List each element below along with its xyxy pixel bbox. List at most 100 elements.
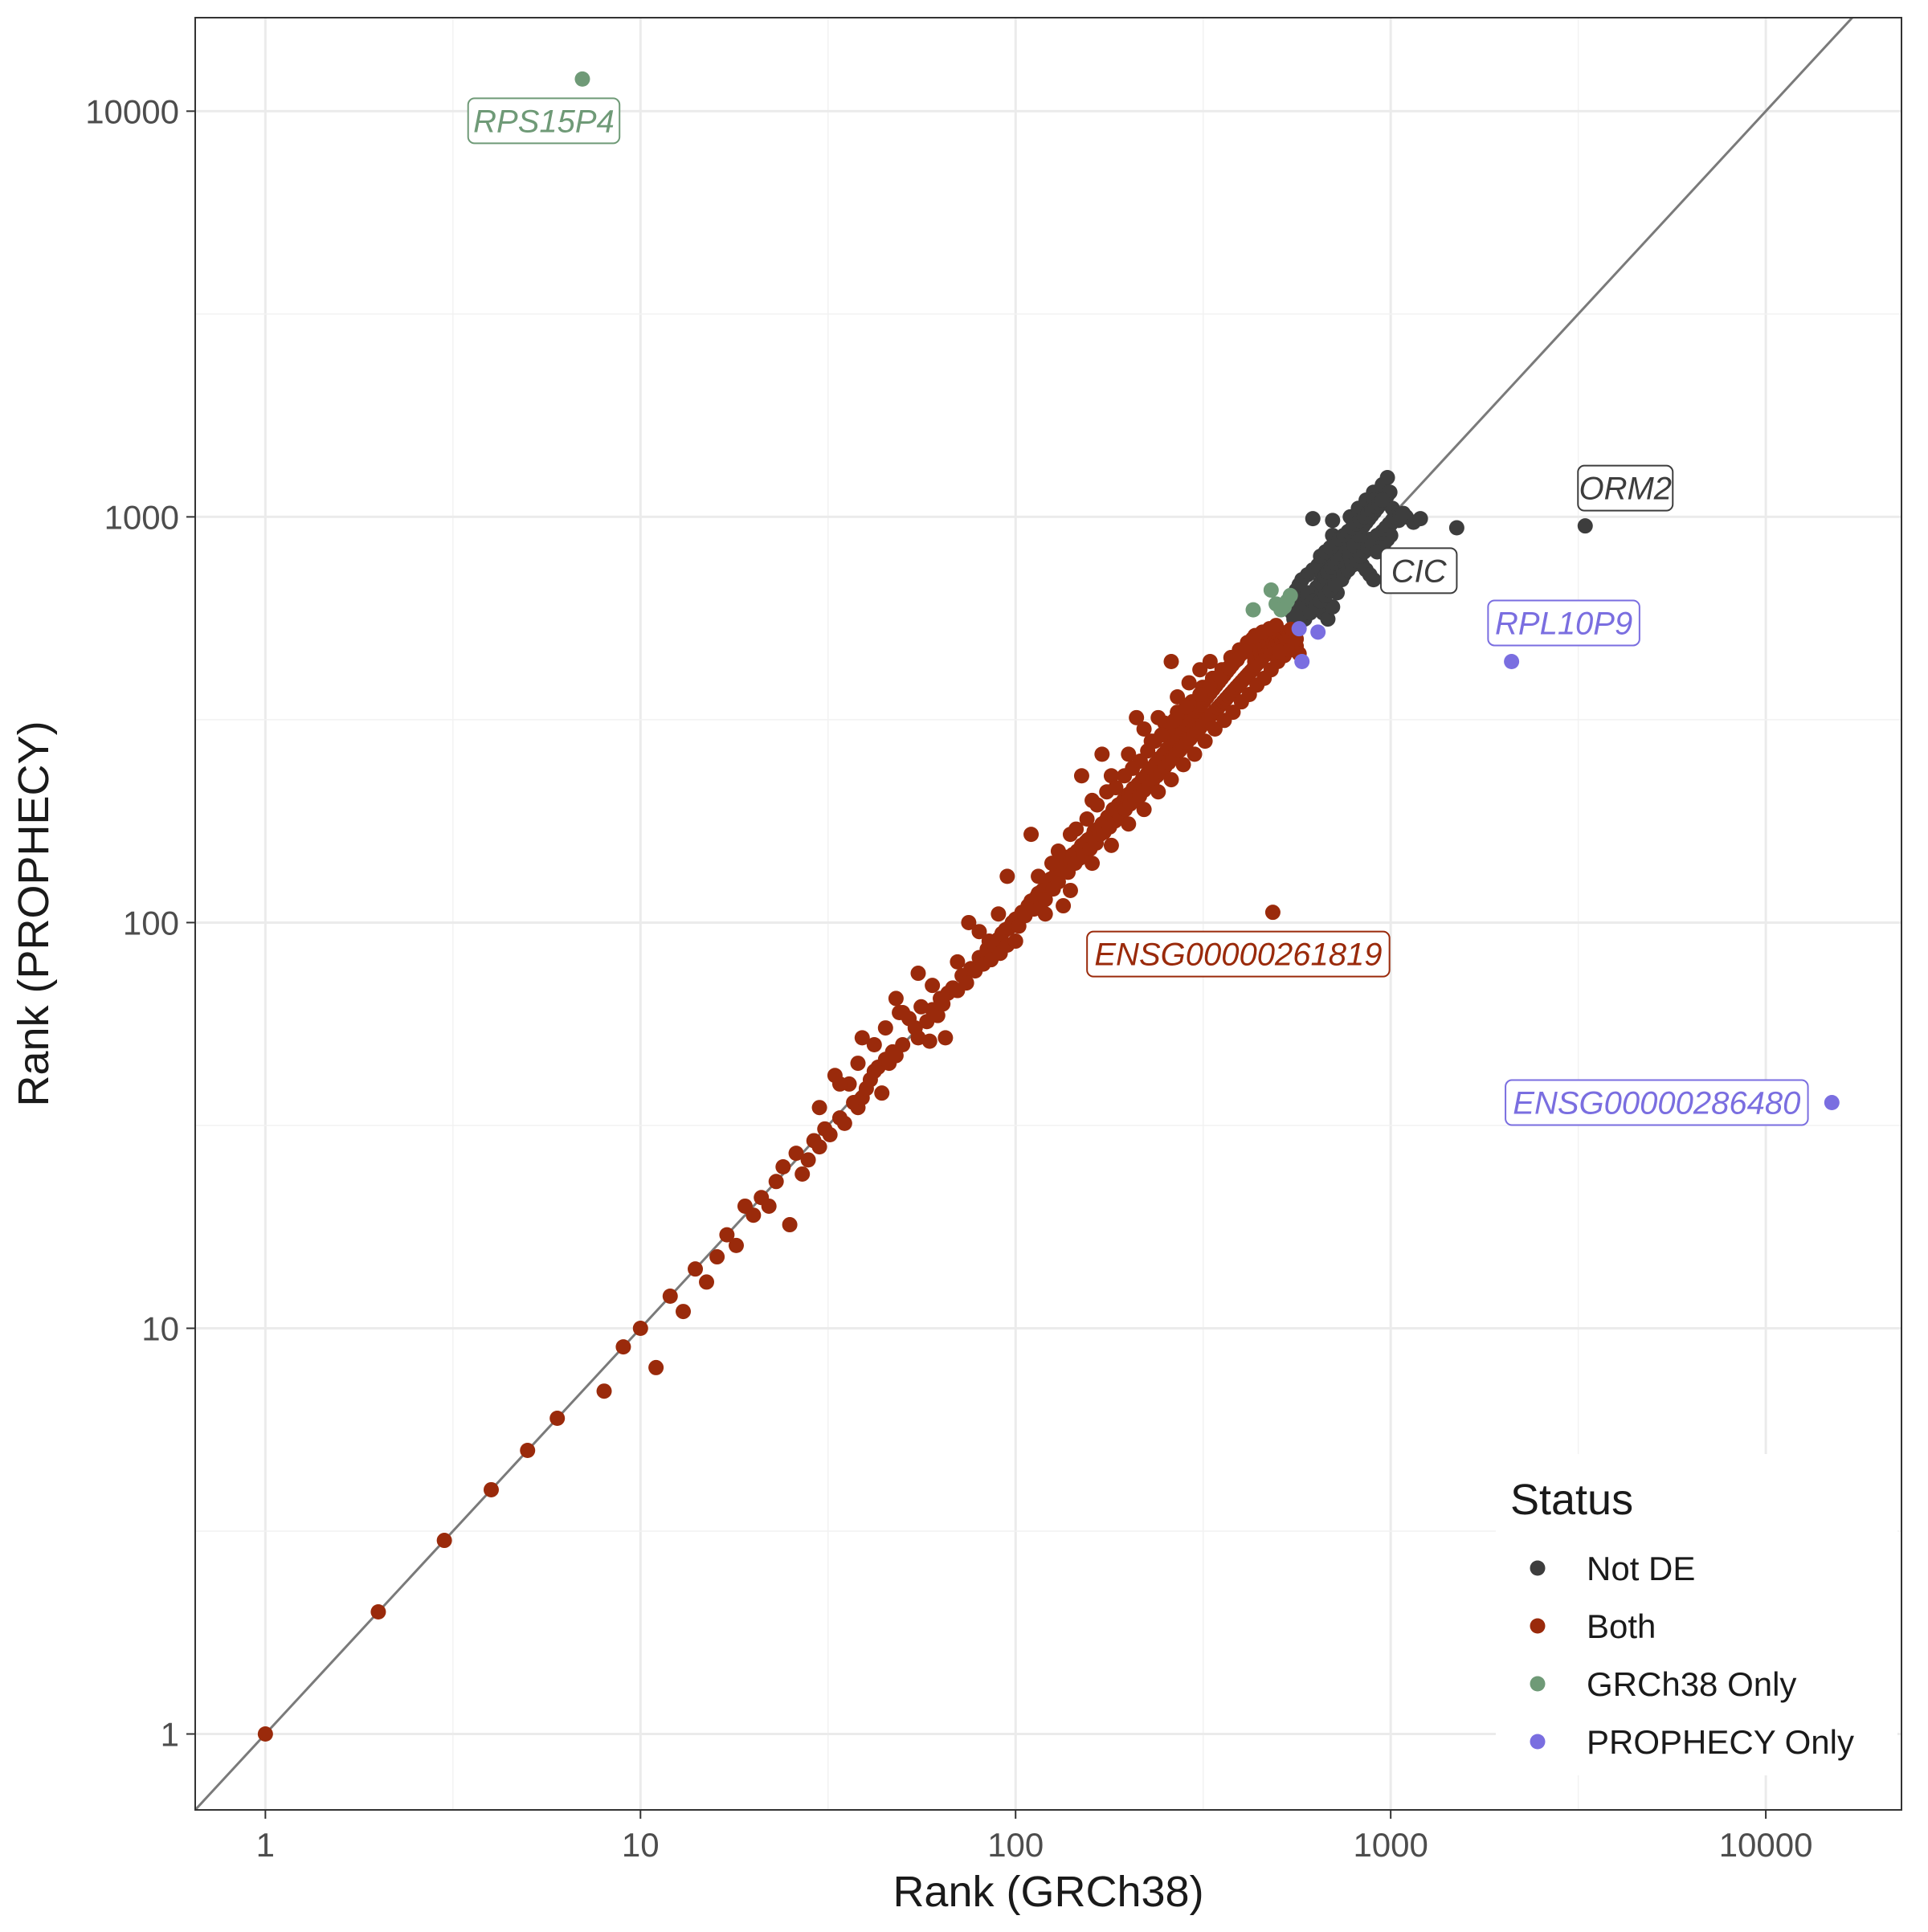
data-point xyxy=(1037,906,1053,922)
data-point xyxy=(662,1288,678,1304)
data-point xyxy=(675,1304,691,1320)
x-axis-title: Rank (GRCh38) xyxy=(893,1868,1203,1916)
data-point xyxy=(1150,784,1166,800)
data-point xyxy=(1103,837,1119,853)
data-point xyxy=(370,1603,386,1620)
data-point xyxy=(436,1533,452,1549)
data-point xyxy=(1084,856,1101,872)
data-point xyxy=(937,1030,954,1046)
data-point xyxy=(1245,602,1261,618)
data-point xyxy=(971,924,987,940)
data-point xyxy=(1178,699,1195,715)
data-point xyxy=(910,966,926,982)
data-point xyxy=(745,1207,762,1223)
legend-label: Both xyxy=(1587,1607,1656,1645)
data-point xyxy=(921,1033,937,1049)
data-point xyxy=(768,1174,784,1190)
data-point xyxy=(688,1261,704,1277)
data-point xyxy=(1007,933,1023,950)
annotation-ensg00000261819: ENSG00000261819 xyxy=(1086,930,1391,978)
data-point xyxy=(1170,688,1186,705)
series-not-de xyxy=(1284,469,1593,627)
x-tick-label: 10000 xyxy=(1719,1826,1813,1864)
data-point xyxy=(1310,624,1326,640)
annotation-label-box xyxy=(1505,1079,1809,1126)
annotation-ensg00000286480: ENSG00000286480 xyxy=(1505,1079,1809,1126)
data-point xyxy=(1268,618,1285,634)
annotation-label: CIC xyxy=(1391,553,1448,589)
series-both xyxy=(257,618,1307,1742)
legend-label: GRCh38 Only xyxy=(1587,1665,1796,1703)
legend-title: Status xyxy=(1510,1476,1633,1524)
data-point xyxy=(1225,705,1241,721)
annotation-rpl10p9: RPL10P9 xyxy=(1487,599,1640,647)
data-point xyxy=(788,1146,804,1162)
data-point xyxy=(1320,611,1336,627)
x-tick-label: 10 xyxy=(622,1826,660,1864)
y-axis-title: Rank (PROPHECY) xyxy=(10,721,58,1106)
y-tick-label: 100 xyxy=(123,904,179,941)
legend: Status Not DE Both GRCh38 Only PROPHECY Onl… xyxy=(1496,1454,1897,1775)
data-point xyxy=(1202,677,1218,693)
data-point xyxy=(1031,868,1047,884)
data-point xyxy=(1325,513,1341,529)
legend-swatch xyxy=(1530,1734,1546,1750)
data-point xyxy=(1094,746,1110,762)
data-point xyxy=(1305,511,1321,527)
annotation-cic: CIC xyxy=(1379,547,1458,594)
axes: 1 10 100 1000 10000 1 10 100 1000 10000 xyxy=(85,92,1812,1864)
data-point xyxy=(1136,721,1152,737)
legend-swatch xyxy=(1530,1618,1546,1634)
annotation-label-box xyxy=(1379,547,1458,594)
legend-item: Both xyxy=(1530,1607,1656,1645)
data-point xyxy=(1044,856,1060,872)
data-point xyxy=(854,1030,870,1046)
x-tick-label: 1 xyxy=(256,1826,275,1864)
data-point xyxy=(1073,768,1089,784)
data-point xyxy=(520,1443,536,1459)
data-point xyxy=(1263,582,1279,598)
data-point xyxy=(1129,709,1145,725)
data-point xyxy=(574,71,590,87)
y-tick-label: 10000 xyxy=(85,92,179,130)
data-point xyxy=(1121,816,1137,832)
data-point xyxy=(1291,621,1307,637)
data-point xyxy=(1089,797,1105,813)
data-point xyxy=(709,1249,725,1265)
data-point xyxy=(1202,653,1218,669)
data-point xyxy=(1379,469,1395,485)
data-point xyxy=(1375,492,1391,509)
series-grch38-only xyxy=(574,71,1298,618)
data-point xyxy=(699,1274,715,1290)
data-point xyxy=(1412,511,1428,527)
data-point xyxy=(1140,743,1156,759)
data-point xyxy=(549,1411,566,1427)
data-point xyxy=(1163,653,1179,669)
data-point xyxy=(1192,686,1208,702)
data-point xyxy=(1062,882,1078,898)
data-point xyxy=(794,1166,811,1182)
data-point xyxy=(1294,653,1310,669)
annotation-label-box xyxy=(467,97,621,145)
panel-border xyxy=(194,17,1902,1811)
series-prophecy-only xyxy=(1291,621,1840,1111)
data-point xyxy=(999,868,1015,884)
data-point xyxy=(1136,802,1152,818)
legend-background xyxy=(1496,1454,1897,1775)
legend-swatch xyxy=(1530,1676,1546,1692)
data-point xyxy=(895,1036,911,1052)
data-point xyxy=(632,1320,648,1336)
annotation-label-box xyxy=(1577,464,1674,512)
data-point xyxy=(1504,653,1520,669)
data-point xyxy=(1068,821,1084,837)
data-point xyxy=(615,1339,631,1355)
data-point xyxy=(1325,598,1341,615)
annotation-label: RPL10P9 xyxy=(1495,606,1632,641)
data-point xyxy=(1366,572,1382,588)
data-point xyxy=(1166,713,1183,729)
data-point xyxy=(1175,757,1191,773)
data-point xyxy=(850,1056,866,1072)
annotation-orm2: ORM2 xyxy=(1577,464,1674,512)
data-point xyxy=(761,1198,777,1214)
annotation-label: RPS15P4 xyxy=(473,104,615,139)
